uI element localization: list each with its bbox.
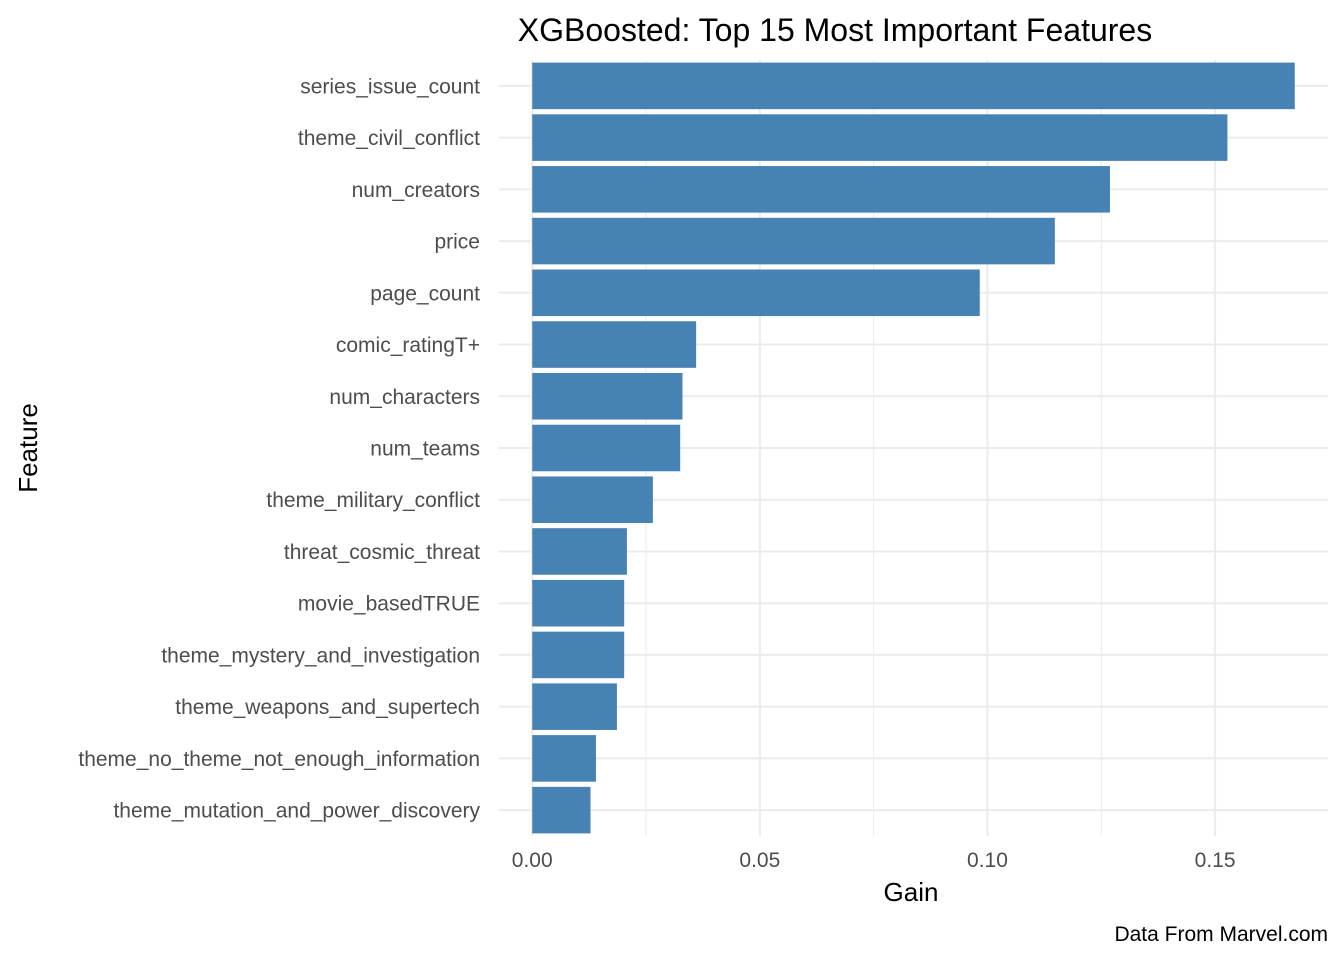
y-tick-label: theme_mutation_and_power_discovery [113, 800, 480, 823]
y-tick-label: threat_cosmic_threat [284, 541, 480, 564]
y-tick-label: theme_civil_conflict [298, 127, 480, 150]
y-axis-title: Feature [13, 403, 43, 493]
bars [532, 62, 1295, 834]
y-tick-label: comic_ratingT+ [336, 334, 480, 357]
y-tick-label: theme_weapons_and_supertech [175, 696, 480, 719]
x-tick-label: 0.05 [739, 849, 780, 872]
y-axis-ticks: series_issue_count theme_civil_conflictnu… [78, 75, 480, 822]
bar-theme_no_theme_not_enough_information [532, 735, 596, 782]
chart-title: XGBoosted: Top 15 Most Important Feature… [518, 12, 1152, 48]
y-tick-label: theme_military_conflict [266, 489, 480, 512]
bar-theme_civil_conflict [532, 114, 1228, 161]
bar-theme_mystery_and_investigation [532, 631, 625, 679]
x-tick-label: 0.00 [512, 849, 553, 872]
y-tick-label: num_teams [370, 438, 480, 461]
y-tick-label: num_characters [329, 386, 480, 409]
x-axis-ticks: 0.00 0.05 0.10 0.15 [512, 849, 1236, 872]
bar-theme_weapons_and_supertech [532, 683, 617, 730]
bar-price [532, 217, 1055, 265]
chart-caption: Data From Marvel.com [1114, 923, 1328, 946]
bar-num_characters [532, 372, 683, 420]
bar-theme_military_conflict [532, 476, 653, 524]
bar-page_count [532, 269, 980, 317]
y-tick-label: theme_mystery_and_investigation [161, 644, 480, 667]
bar-threat_cosmic_threat [532, 528, 627, 575]
bar-theme_mutation_and_power_discovery [532, 786, 591, 834]
bar-movie_basedTRUE [532, 579, 625, 627]
bar-series_issue_count [532, 62, 1295, 110]
x-tick-label: 0.10 [967, 849, 1008, 872]
y-tick-label: price [434, 231, 480, 254]
x-axis-title: Gain [884, 877, 939, 907]
bar-num_teams [532, 424, 681, 472]
bar-comic_ratingT+ [532, 321, 697, 368]
bar-num_creators [532, 166, 1110, 213]
y-tick-label: page_count [370, 282, 480, 305]
x-tick-label: 0.15 [1195, 849, 1236, 872]
y-tick-label: num_creators [352, 179, 480, 202]
y-tick-label: movie_basedTRUE [298, 593, 480, 616]
y-tick-label: theme_no_theme_not_enough_information [78, 748, 480, 771]
y-tick-label: series_issue_count [300, 75, 480, 98]
